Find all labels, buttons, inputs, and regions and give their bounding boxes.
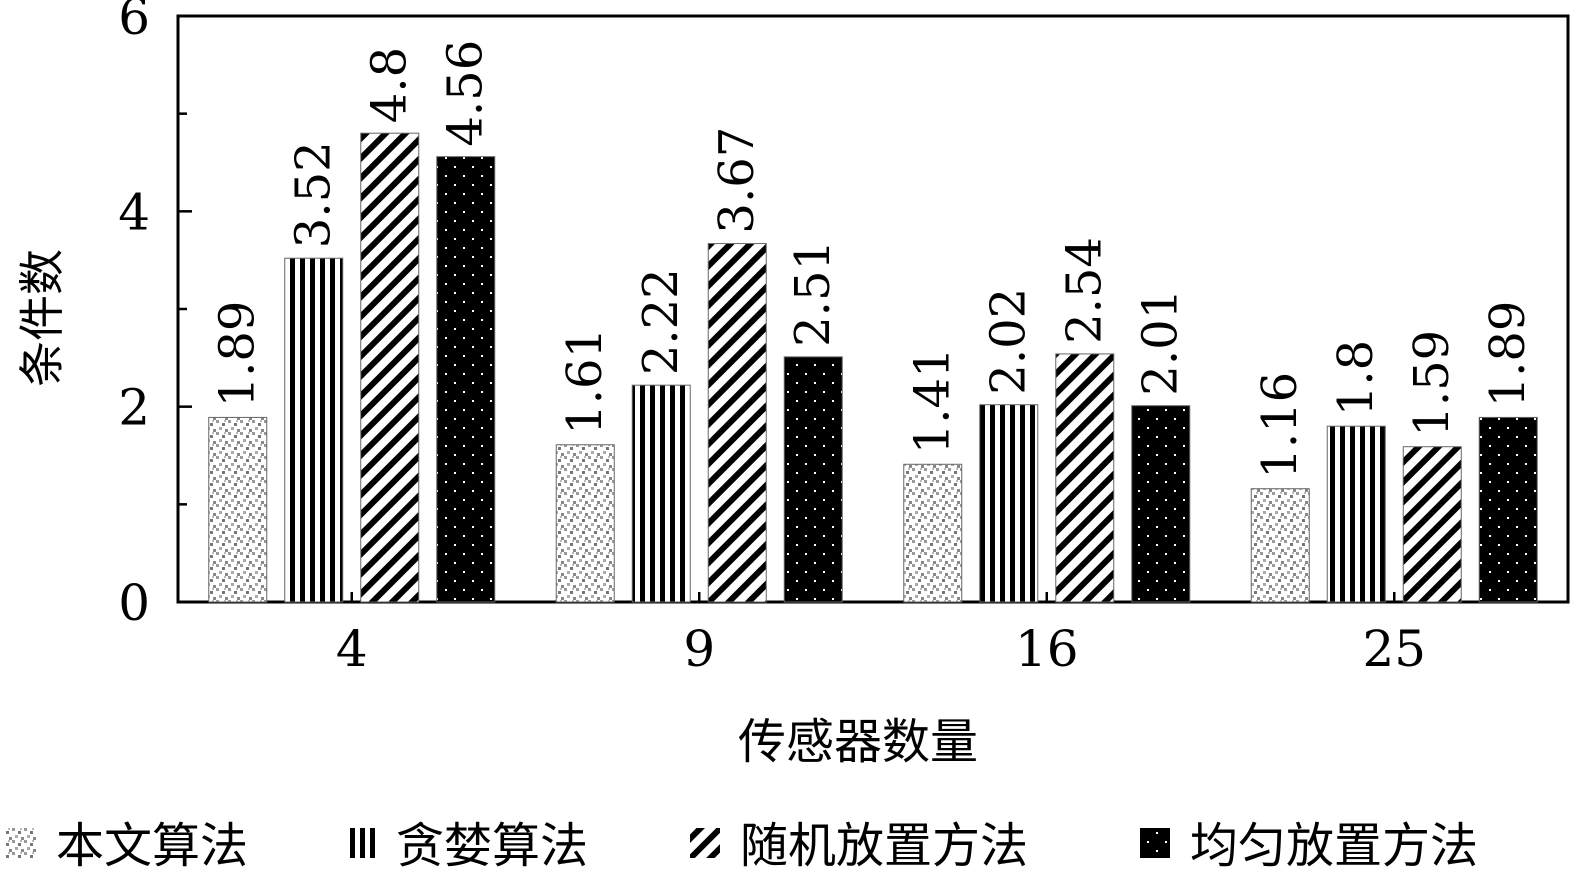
legend-label: 本文算法 [56, 818, 248, 874]
x-tick-label: 25 [1362, 620, 1426, 678]
legend-swatch [1140, 828, 1170, 858]
bar-value-label: 4.56 [438, 40, 494, 147]
y-axis-title: 条件数 [15, 249, 69, 387]
bar [1478, 416, 1538, 603]
y-tick-label: 0 [118, 574, 150, 632]
bar-value-label: 2.51 [785, 240, 841, 347]
legend-label: 均匀放置方法 [1190, 818, 1478, 874]
bar [783, 356, 843, 603]
x-tick-label: 4 [336, 620, 368, 678]
bar-value-label: 1.41 [905, 347, 961, 454]
legend-label: 贪婪算法 [396, 818, 588, 874]
bar-value-label: 1.8 [1328, 340, 1384, 416]
legend: 本文算法 贪婪算法 随机放置方法 均匀放置方法 [6, 818, 1478, 874]
bar [1402, 446, 1462, 603]
bar [360, 132, 420, 603]
legend-swatch [346, 828, 376, 858]
x-axis-title: 传感器数量 [738, 714, 978, 770]
bar [208, 416, 268, 603]
bar [436, 156, 496, 603]
bar [1131, 405, 1191, 603]
bar [903, 463, 963, 603]
bar [979, 404, 1039, 603]
legend-label: 随机放置方法 [740, 818, 1028, 874]
bar-value-label: 1.59 [1404, 330, 1460, 437]
bar-value-label: 2.01 [1133, 289, 1189, 396]
bar-value-label: 2.22 [633, 268, 689, 375]
y-tick-label: 6 [118, 0, 150, 46]
bar-value-label: 1.61 [557, 328, 613, 435]
y-tick-label: 4 [118, 183, 150, 241]
bar-value-label: 2.54 [1057, 237, 1113, 344]
legend-swatch [6, 828, 36, 858]
bar-value-label: 3.67 [709, 127, 765, 234]
bar-value-label: 1.89 [1480, 301, 1536, 408]
x-tick-label: 9 [683, 620, 715, 678]
bar-value-label: 1.89 [210, 301, 266, 408]
bar [1326, 425, 1386, 603]
legend-swatch [690, 828, 720, 858]
x-tick-label: 16 [1015, 620, 1079, 678]
bar-value-label: 2.02 [981, 288, 1037, 395]
bar-value-label: 4.8 [362, 47, 418, 123]
bar-value-label: 1.16 [1252, 372, 1308, 479]
bar [631, 384, 691, 603]
y-tick-label: 2 [118, 379, 150, 437]
bar [707, 243, 767, 603]
bar-value-label: 3.52 [286, 141, 342, 248]
bar [1055, 353, 1115, 603]
bar [555, 444, 615, 603]
bar [284, 257, 344, 603]
bar [1250, 488, 1310, 603]
